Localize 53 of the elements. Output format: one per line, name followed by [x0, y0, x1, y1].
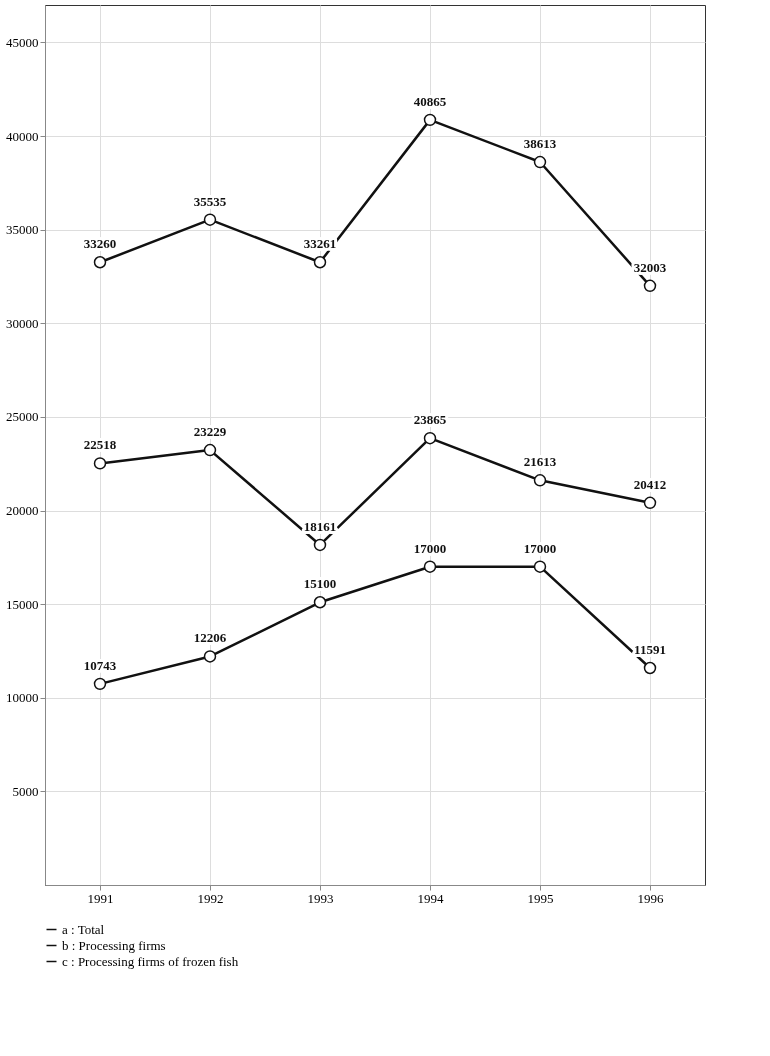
x-tick-label: 1993 [307, 890, 334, 906]
point [313, 596, 327, 609]
data-label: 17000 [523, 540, 557, 556]
x-tick-label: 1995 [527, 890, 554, 906]
data-label: 40865 [413, 93, 447, 109]
data-label: 23865 [413, 412, 447, 428]
point [203, 213, 217, 226]
y-tick-label: 15000 [6, 596, 39, 612]
x-tick-label: 1992 [197, 890, 224, 906]
point [533, 155, 547, 169]
y-tick-label: 5000 [12, 783, 39, 799]
data-label: 11591 [634, 641, 666, 657]
data-label: 35535 [193, 193, 227, 209]
point [643, 661, 657, 675]
data-label: 23229 [193, 424, 227, 440]
x-tick-label: 1991 [87, 890, 114, 906]
data-label: 33260 [83, 236, 117, 252]
y-tick-label: 10000 [6, 690, 39, 706]
legend-label: b : Processing firms [62, 937, 166, 953]
x-tick-label: 1996 [637, 890, 664, 906]
data-label: 18161 [303, 518, 337, 534]
y-tick-label: 45000 [6, 34, 39, 50]
data-label: 15100 [303, 576, 337, 592]
point [423, 113, 437, 127]
y-tick-label: 25000 [6, 409, 39, 425]
y-tick-label: 35000 [6, 222, 39, 238]
data-label: 32003 [633, 259, 667, 275]
point [93, 457, 107, 470]
data-label: 38613 [523, 136, 557, 152]
y-tick-label: 20000 [6, 503, 39, 519]
y-tick-label: 40000 [6, 128, 39, 144]
data-label: 17000 [413, 540, 447, 556]
legend-label: c : Processing firms of frozen fish [62, 953, 239, 969]
point [423, 431, 437, 445]
point [203, 650, 217, 663]
point [313, 538, 327, 552]
point [423, 560, 437, 573]
point [533, 474, 547, 487]
x-tick-label: 1994 [417, 890, 444, 906]
legend-label: a : Total [62, 921, 105, 937]
data-label: 10743 [83, 657, 117, 673]
data-label: 20412 [633, 476, 667, 492]
point [643, 279, 657, 293]
data-label: 12206 [193, 630, 227, 646]
point [93, 677, 107, 691]
point [533, 560, 547, 573]
point [643, 496, 657, 510]
y-tick-label: 30000 [6, 315, 39, 331]
point [313, 256, 327, 269]
data-label: 21613 [523, 454, 557, 470]
point [93, 256, 107, 269]
point [203, 443, 217, 457]
data-label: 22518 [83, 437, 117, 453]
